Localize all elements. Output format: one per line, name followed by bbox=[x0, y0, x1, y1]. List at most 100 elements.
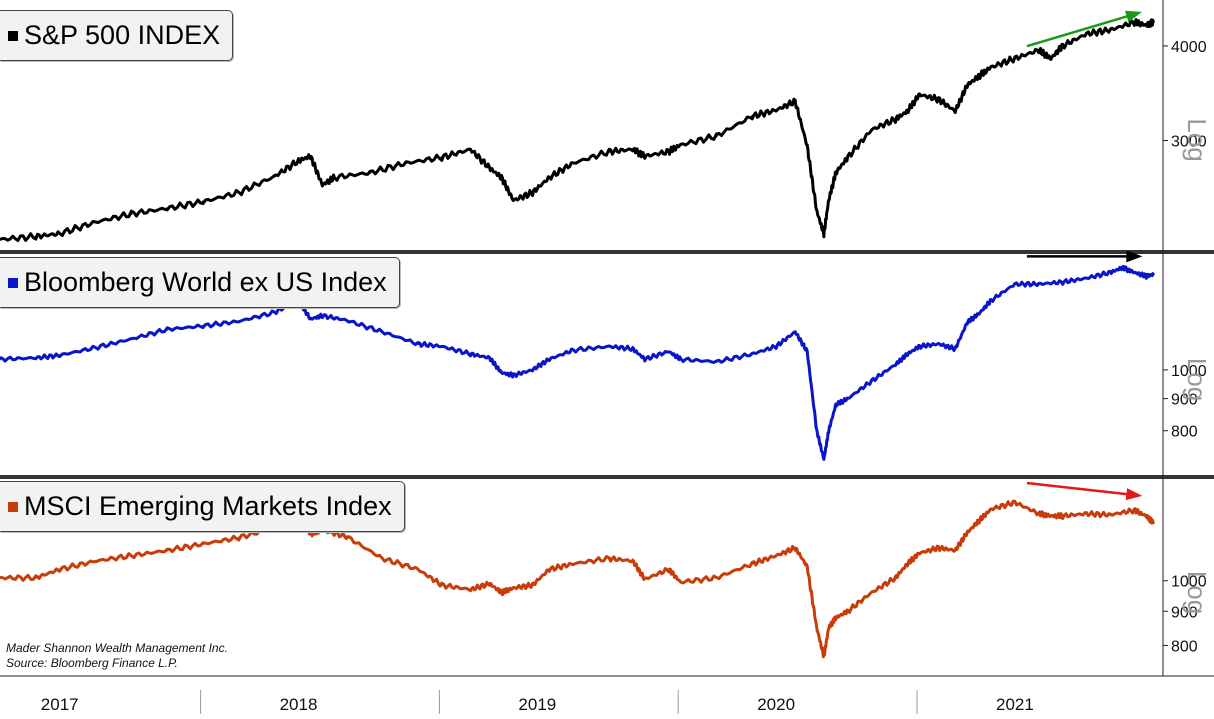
em-data-point bbox=[937, 546, 940, 550]
world-data-point bbox=[1152, 273, 1155, 276]
em-data-point bbox=[1085, 512, 1088, 515]
em-data-point bbox=[1013, 501, 1017, 504]
em-data-point bbox=[918, 551, 921, 555]
sp500-data-point bbox=[1037, 48, 1041, 52]
sp500-data-point bbox=[667, 150, 670, 153]
em-data-point bbox=[751, 562, 754, 566]
sp500-data-point bbox=[989, 65, 993, 69]
sp500-data-point bbox=[237, 191, 241, 194]
em-data-point bbox=[815, 626, 818, 630]
em-ytick-label: 800 bbox=[1171, 638, 1198, 655]
em-data-point bbox=[440, 583, 443, 587]
world-data-point bbox=[571, 348, 575, 352]
world-data-point bbox=[380, 330, 384, 334]
sp500-data-point bbox=[1085, 32, 1088, 36]
legend-world-swatch bbox=[8, 277, 18, 288]
sp500-data-point bbox=[894, 118, 897, 121]
panel-divider-2 bbox=[0, 475, 1214, 479]
em-data-point bbox=[667, 568, 670, 571]
world-data-point bbox=[667, 350, 670, 353]
sp500-data-point bbox=[297, 159, 300, 163]
em-data-point bbox=[488, 582, 491, 585]
sp500-data-point bbox=[822, 232, 826, 235]
x-tick-label-2021: 2021 bbox=[996, 695, 1034, 714]
em-data-point bbox=[1049, 514, 1052, 518]
em-trend-arrow bbox=[1026, 481, 1135, 497]
world-data-point bbox=[1133, 271, 1136, 274]
world-data-point bbox=[309, 317, 312, 321]
world-data-point bbox=[894, 363, 897, 366]
world-ytick-label: 900 bbox=[1171, 392, 1198, 409]
em-data-point bbox=[500, 591, 503, 594]
world-data-point bbox=[440, 345, 443, 348]
world-data-point bbox=[631, 347, 635, 351]
sp500-data-point bbox=[977, 74, 981, 78]
em-data-point bbox=[1152, 521, 1155, 525]
world-data-point bbox=[500, 371, 503, 374]
sp500-data-point bbox=[273, 175, 276, 178]
em-data-point bbox=[894, 576, 897, 580]
sp500-data-point bbox=[440, 156, 443, 159]
world-data-point bbox=[794, 330, 797, 334]
em-data-point bbox=[774, 554, 778, 557]
em-data-point bbox=[834, 616, 838, 619]
world-data-point bbox=[815, 429, 818, 432]
legend-sp500-swatch bbox=[8, 30, 18, 41]
sp500-data-point bbox=[774, 108, 778, 112]
world-data-point bbox=[1013, 282, 1017, 286]
em-trend-arrowhead bbox=[1125, 488, 1143, 501]
world-data-point bbox=[0, 358, 2, 361]
world-data-point bbox=[512, 374, 515, 377]
world-data-point bbox=[1121, 266, 1124, 269]
em-data-point bbox=[380, 557, 384, 560]
world-data-point bbox=[1061, 280, 1064, 284]
sp500-data-point bbox=[321, 183, 324, 187]
sp500-data-point bbox=[309, 155, 312, 158]
sp500-data-point bbox=[368, 171, 372, 174]
em-data-point bbox=[977, 519, 981, 522]
sp500-data-point bbox=[1109, 28, 1112, 32]
em-data-point bbox=[469, 588, 472, 591]
world-data-point bbox=[607, 345, 611, 348]
em-data-point bbox=[715, 576, 718, 580]
world-data-point bbox=[870, 379, 873, 383]
world-data-point bbox=[531, 368, 534, 372]
em-data-point bbox=[0, 576, 2, 580]
sp500-data-point bbox=[1049, 57, 1052, 60]
sp500-data-point bbox=[1133, 20, 1136, 24]
sp500-axis-label: Log bbox=[1182, 118, 1212, 161]
world-data-point bbox=[165, 328, 169, 331]
legend-em: MSCI Emerging Markets Index bbox=[0, 481, 405, 532]
em-data-point bbox=[1109, 513, 1112, 517]
world-trend-arrowhead bbox=[1126, 250, 1143, 263]
world-data-point bbox=[751, 352, 754, 356]
footnote-source: Source: Bloomberg Finance L.P. bbox=[6, 656, 178, 670]
sp500-data-point bbox=[500, 176, 503, 179]
em-data-point bbox=[1061, 514, 1064, 518]
legend-em-label: MSCI Emerging Markets Index bbox=[24, 491, 392, 521]
world-data-point bbox=[679, 358, 682, 361]
em-data-point bbox=[58, 568, 61, 571]
sp500-data-point bbox=[1061, 44, 1064, 48]
world-data-point bbox=[937, 342, 940, 346]
em-data-point bbox=[416, 568, 420, 571]
world-data-point bbox=[822, 458, 826, 461]
sp500-data-point bbox=[333, 176, 336, 179]
sp500-data-point bbox=[531, 191, 534, 194]
x-tick-label-2020: 2020 bbox=[757, 695, 795, 714]
em-data-point bbox=[1145, 514, 1148, 518]
world-data-point bbox=[965, 321, 969, 324]
sp500-data-point bbox=[201, 200, 205, 203]
legend-sp500: S&P 500 INDEX bbox=[0, 10, 234, 61]
world-data-point bbox=[1109, 271, 1112, 274]
sp500-data-point bbox=[815, 209, 818, 213]
world-data-point bbox=[321, 314, 324, 317]
world-data-point bbox=[416, 342, 420, 346]
panel-divider-1 bbox=[0, 250, 1214, 254]
sp500-data-point bbox=[488, 166, 491, 170]
world-data-point bbox=[548, 358, 551, 361]
sp500-data-point bbox=[954, 109, 957, 113]
sp500-data-point bbox=[846, 156, 849, 159]
em-data-point bbox=[1133, 509, 1136, 512]
